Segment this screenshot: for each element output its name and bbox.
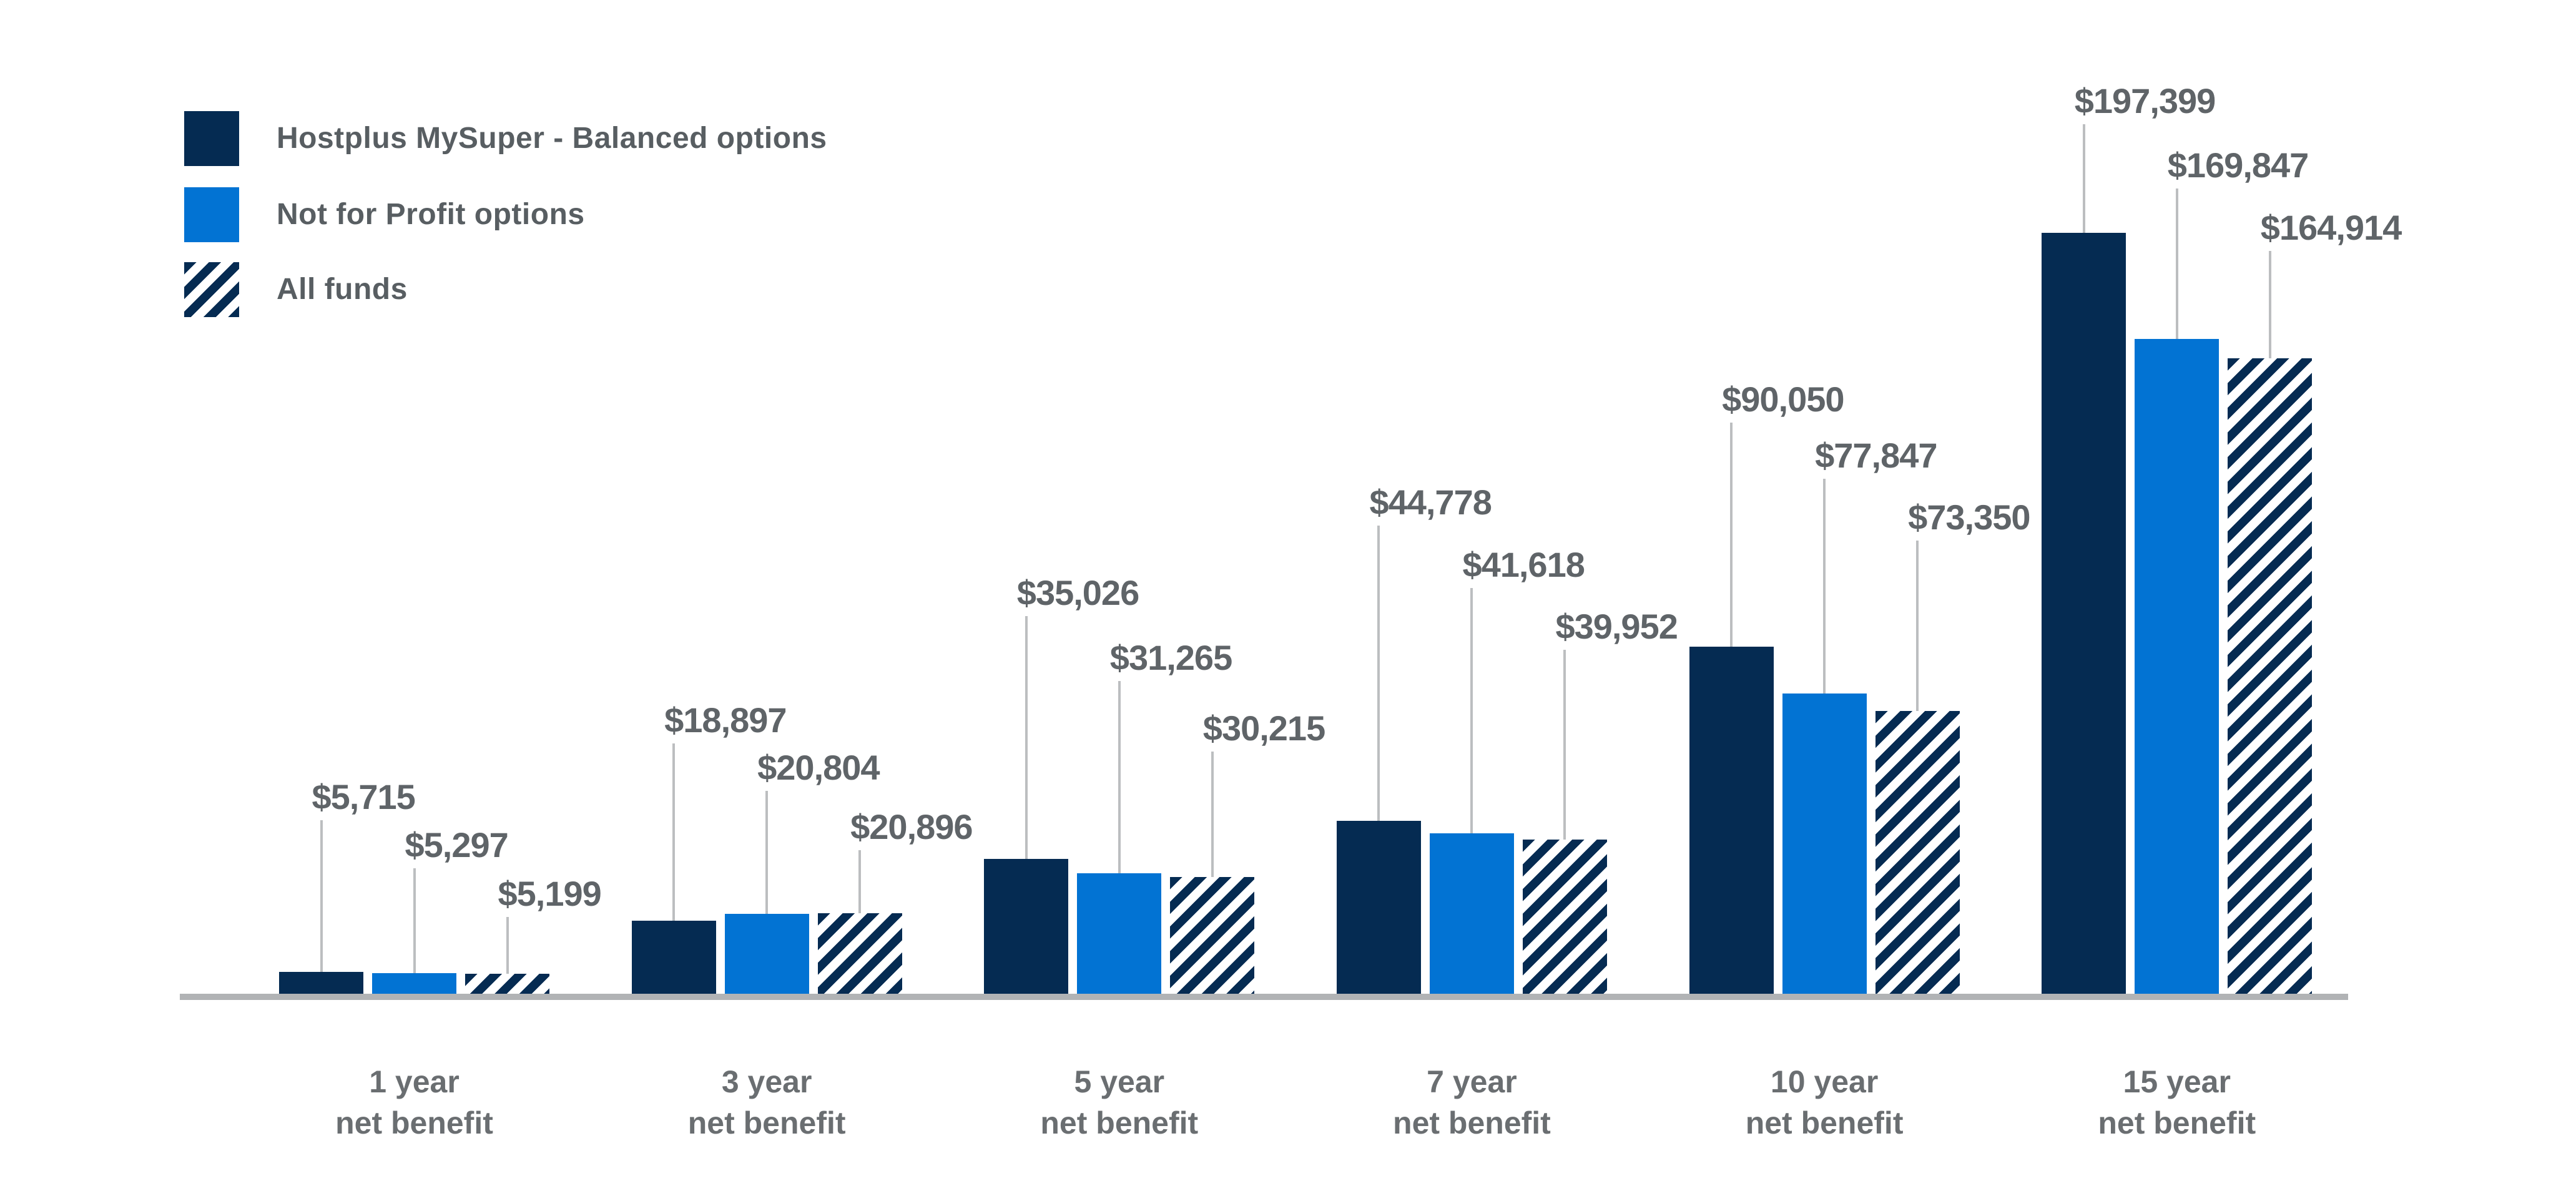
- leader-line-1-year-all-funds: [506, 917, 509, 974]
- value-label-10-year-hostplus-mysuper: $90,050: [1722, 380, 1844, 419]
- category-label-line1: 15 year: [2123, 1064, 2231, 1099]
- bar-15-year-hostplus-mysuper: [2042, 233, 2126, 994]
- value-label-7-year-hostplus-mysuper: $44,778: [1369, 483, 1492, 522]
- category-label-line2: net benefit: [2098, 1105, 2256, 1140]
- bar-5-year-hostplus-mysuper: [984, 859, 1069, 994]
- bar-3-year-all-funds: [817, 913, 902, 994]
- value-label-3-year-all-funds: $20,896: [850, 807, 973, 846]
- category-label-line1: 1 year: [369, 1064, 460, 1099]
- bar-3-year-hostplus-mysuper: [631, 921, 716, 994]
- leader-line-7-year-not-for-profit-options: [1470, 588, 1473, 833]
- category-label-line2: net benefit: [1393, 1105, 1551, 1140]
- leader-line-10-year-all-funds: [1916, 541, 1919, 711]
- category-label-3-year: 3 year net benefit: [579, 1061, 954, 1144]
- bar-10-year-not-for-profit-options: [1782, 693, 1867, 994]
- bar-5-year-not-for-profit-options: [1077, 873, 1162, 994]
- value-label-1-year-not-for-profit-options: $5,297: [405, 825, 509, 865]
- category-label-line2: net benefit: [687, 1105, 846, 1140]
- bar-15-year-all-funds: [2228, 358, 2313, 994]
- leader-line-15-year-all-funds: [2268, 251, 2271, 358]
- bar-10-year-all-funds: [1875, 711, 1960, 994]
- leader-line-7-year-all-funds: [1563, 650, 1566, 840]
- legend-label-not-for-profit: Not for Profit options: [277, 198, 585, 231]
- bar-1-year-not-for-profit-options: [372, 973, 456, 994]
- category-label-15-year: 15 year net benefit: [1990, 1061, 2364, 1144]
- leader-line-3-year-all-funds: [858, 850, 862, 913]
- value-label-3-year-not-for-profit-options: $20,804: [757, 748, 880, 787]
- category-label-line1: 3 year: [721, 1064, 812, 1099]
- leader-line-5-year-all-funds: [1211, 752, 1214, 877]
- bar-1-year-hostplus-mysuper: [279, 972, 363, 994]
- value-label-1-year-all-funds: $5,199: [498, 874, 602, 913]
- value-label-10-year-all-funds: $73,350: [1908, 497, 2030, 537]
- legend-label-hostplus-mysuper: Hostplus MySuper - Balanced options: [277, 122, 827, 155]
- category-label-line2: net benefit: [1745, 1105, 1904, 1140]
- bar-1-year-all-funds: [465, 974, 549, 994]
- leader-line-5-year-not-for-profit-options: [1118, 681, 1121, 873]
- category-label-line1: 10 year: [1770, 1064, 1879, 1099]
- legend-swatch-not-for-profit-icon: [184, 187, 239, 242]
- value-label-3-year-hostplus-mysuper: $18,897: [664, 700, 787, 740]
- leader-line-3-year-not-for-profit-options: [765, 791, 769, 914]
- value-label-7-year-all-funds: $39,952: [1555, 607, 1678, 646]
- bar-7-year-not-for-profit-options: [1429, 833, 1514, 994]
- value-label-15-year-not-for-profit-options: $169,847: [2167, 145, 2309, 185]
- value-label-10-year-not-for-profit-options: $77,847: [1815, 436, 1937, 475]
- category-label-line2: net benefit: [1040, 1105, 1199, 1140]
- value-label-15-year-hostplus-mysuper: $197,399: [2074, 81, 2216, 120]
- category-label-1-year: 1 year net benefit: [227, 1061, 602, 1144]
- value-label-5-year-all-funds: $30,215: [1202, 708, 1325, 748]
- bar-5-year-all-funds: [1170, 877, 1255, 994]
- x-axis-line: [180, 994, 2348, 1000]
- leader-line-5-year-hostplus-mysuper: [1025, 616, 1028, 859]
- legend-swatch-hostplus-mysuper-icon: [184, 111, 239, 166]
- category-label-7-year: 7 year net benefit: [1284, 1061, 1659, 1144]
- legend-label-all-funds: All funds: [277, 273, 408, 306]
- leader-line-1-year-not-for-profit-options: [413, 868, 416, 973]
- leader-line-1-year-hostplus-mysuper: [320, 820, 323, 972]
- category-label-line1: 5 year: [1074, 1064, 1165, 1099]
- category-label-line2: net benefit: [335, 1105, 493, 1140]
- leader-line-10-year-not-for-profit-options: [1823, 479, 1826, 693]
- bar-7-year-hostplus-mysuper: [1336, 821, 1421, 994]
- leader-line-7-year-hostplus-mysuper: [1377, 526, 1380, 821]
- value-label-7-year-not-for-profit-options: $41,618: [1462, 545, 1585, 584]
- category-label-10-year: 10 year net benefit: [1637, 1061, 2012, 1144]
- leader-line-15-year-not-for-profit-options: [2175, 189, 2178, 339]
- category-label-5-year: 5 year net benefit: [932, 1061, 1307, 1144]
- leader-line-15-year-hostplus-mysuper: [2082, 124, 2085, 233]
- bar-3-year-not-for-profit-options: [724, 914, 809, 994]
- category-label-line1: 7 year: [1427, 1064, 1517, 1099]
- legend-swatch-all-funds-icon: [184, 262, 239, 317]
- value-label-5-year-not-for-profit-options: $31,265: [1109, 638, 1232, 677]
- bar-15-year-not-for-profit-options: [2135, 339, 2220, 994]
- value-label-15-year-all-funds: $164,914: [2260, 208, 2402, 247]
- value-label-1-year-hostplus-mysuper: $5,715: [312, 777, 416, 816]
- leader-line-3-year-hostplus-mysuper: [672, 743, 676, 921]
- value-label-5-year-hostplus-mysuper: $35,026: [1016, 573, 1139, 612]
- bar-7-year-all-funds: [1522, 840, 1607, 994]
- leader-line-10-year-hostplus-mysuper: [1730, 423, 1733, 647]
- bar-10-year-hostplus-mysuper: [1689, 647, 1774, 994]
